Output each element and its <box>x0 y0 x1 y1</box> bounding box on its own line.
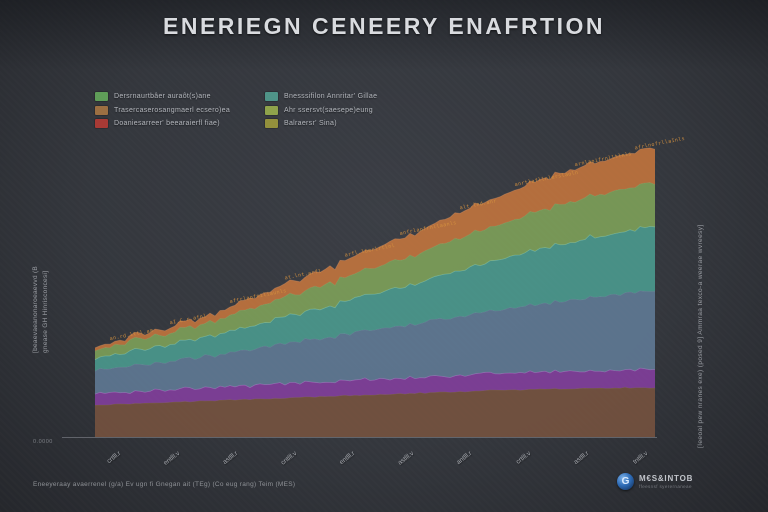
legend-label: Ahr ssersvt(saesepe)eung <box>284 106 373 114</box>
logo-globe-icon: G <box>617 473 634 490</box>
y-axis-label-line2: gnease GH Hinrisconcesi] <box>42 270 50 353</box>
footnote-caption: Eneeyeraay avaerrenel (g/a) Ev ugn fi Gn… <box>33 481 296 488</box>
legend-swatch-icon <box>95 105 108 115</box>
area-band-3-slate <box>95 290 655 394</box>
legend-swatch-icon <box>265 105 278 115</box>
right-side-label: [Ieeoal pew nranes exe) (posed 9] Ammraa… <box>697 224 704 448</box>
legend: Dersrnaurtbâer auraôt(s)ane Trasercaseros… <box>95 90 415 131</box>
legend-item: Ahr ssersvt(saesepe)eung <box>265 104 415 118</box>
y-axis-label-line1: [beaevaeanonaroeaevvd (B <box>32 265 39 353</box>
legend-swatch-icon <box>95 119 108 129</box>
legend-item: Doaniesarreer' beearaierfl fiae) <box>95 117 245 131</box>
area-band-2-purple <box>95 368 655 405</box>
legend-item: Trasercaserosangmaerl ecsero)ea <box>95 104 245 118</box>
y-axis-zero-tick: 0.0000 <box>33 439 53 445</box>
brand-text-block: M€S&INTOB ffeesnsf syerernaneae <box>639 474 693 489</box>
curve-annotation: afrlnofrllaInls <box>634 136 685 152</box>
area-edge-band-6-orange <box>94 147 656 349</box>
area-band-1-brown <box>95 387 655 437</box>
legend-swatch-icon <box>265 92 278 102</box>
legend-swatch-icon <box>265 119 278 129</box>
legend-label: Balraersr' Sina) <box>284 120 337 128</box>
page-title: ENERIEGN CENEERY ENAFRTION <box>163 13 605 39</box>
brand-name: M€S&INTOB <box>639 474 694 483</box>
area-band-5-green <box>95 182 655 360</box>
legend-swatch-icon <box>95 92 108 102</box>
brand-badge: G M€S&INTOB ffeesnsf syerernaneae <box>617 473 693 490</box>
y-axis-label: [beaevaeanonaroeaevvd (B gnease GH Hinri… <box>31 266 52 353</box>
area-band-4-teal <box>95 226 655 371</box>
area-band-6-orange <box>95 147 655 351</box>
brand-subtext: ffeesnsf syerernaneae <box>639 484 692 489</box>
legend-label: Bnesssifilon Annritar' Gillae <box>284 93 378 101</box>
legend-item: Balraersr' Sina) <box>265 117 415 131</box>
legend-label: Doaniesarreer' beearaierfl fiae) <box>114 120 220 128</box>
legend-label: Trasercaserosangmaerl ecsero)ea <box>114 106 231 114</box>
legend-item: Bnesssifilon Annritar' Gillae <box>265 90 415 104</box>
legend-item: Dersrnaurtbâer auraôt(s)ane <box>95 90 245 104</box>
legend-label: Dersrnaurtbâer auraôt(s)ane <box>114 93 211 101</box>
